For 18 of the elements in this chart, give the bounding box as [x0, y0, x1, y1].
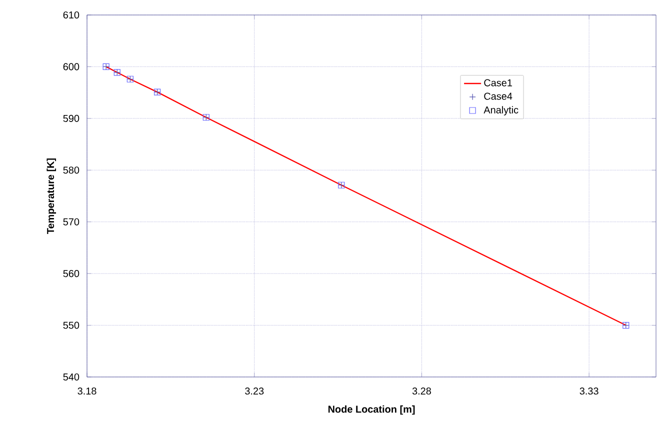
legend-label: Case4	[484, 92, 512, 100]
y-tick-label: 590	[63, 114, 80, 122]
x-tick-label: 3.23	[245, 388, 264, 395]
y-tick-label: 570	[63, 218, 80, 226]
legend-label: Analytic	[484, 106, 518, 116]
line-series	[105, 66, 626, 326]
y-axis-title: Temperature [K]	[46, 158, 56, 234]
y-tick-label: 550	[63, 322, 80, 329]
y-tick-label: 610	[63, 11, 80, 19]
y-tick-label: 600	[63, 63, 80, 70]
x-axis-title: Node Location [m]	[328, 405, 415, 415]
y-tick-label: 560	[63, 270, 80, 278]
x-tick-label: 3.18	[78, 388, 96, 395]
y-tick-label: 580	[63, 166, 80, 174]
x-tick-label: 3.28	[412, 388, 431, 395]
x-tick-label: 3.33	[580, 388, 598, 395]
y-tick-label: 540	[63, 373, 80, 381]
legend-label: Case1	[484, 79, 512, 86]
